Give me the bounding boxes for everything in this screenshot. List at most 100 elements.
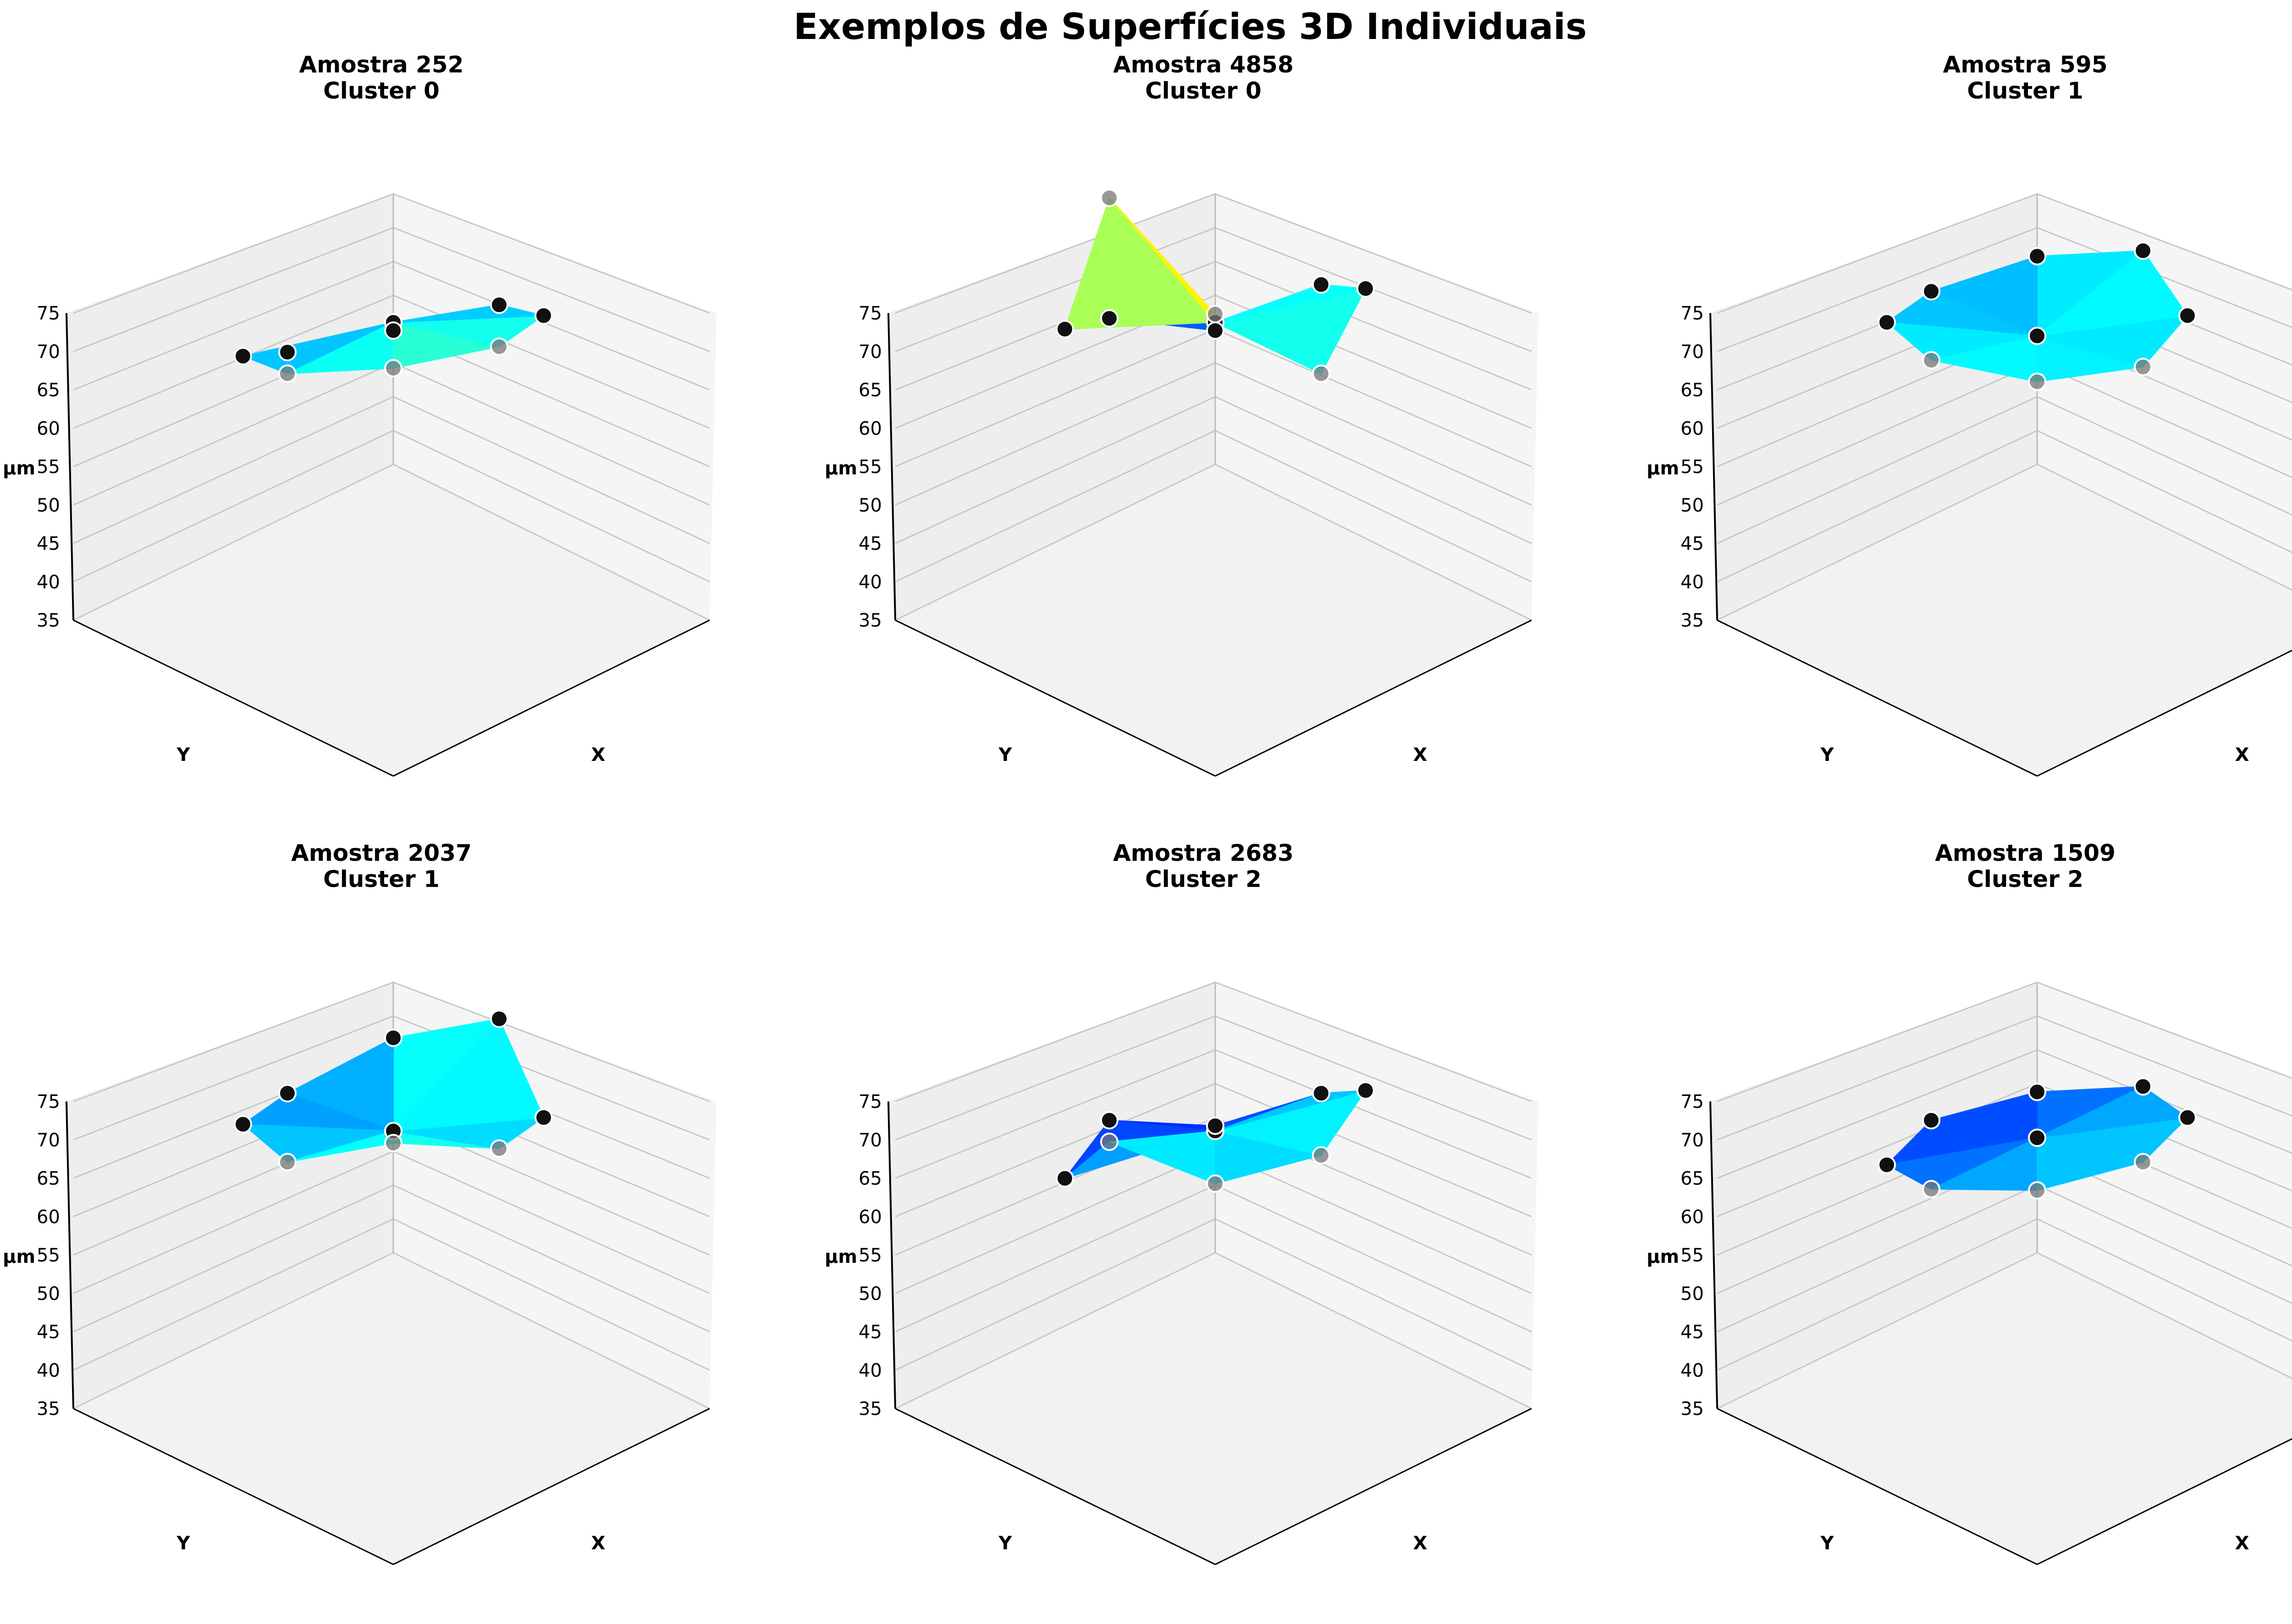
z-tick-label: 60 [37,418,60,439]
sample-point [534,306,553,325]
z-tick-label: 40 [859,572,882,593]
z-tick-label: 70 [1680,341,1704,363]
sample-point [233,347,252,365]
surface-facet [1215,1090,1366,1132]
z-axis-label: µm [825,1246,857,1267]
y-axis-label: Y [176,1533,191,1554]
z-axis-label: µm [3,1246,35,1267]
x-axis-line [393,1408,710,1565]
sample-point [2028,326,2046,345]
x-axis-line [2037,650,2292,777]
panel-title: Amostra 4858 [1113,51,1294,78]
z-axis-label: µm [1647,458,1679,479]
panel-title: Amostra 595 [1943,51,2108,78]
x-axis-label: X [1413,1533,1427,1554]
z-axis-line [1709,313,1718,621]
z-tick-label: 40 [37,572,60,593]
sample-point [2134,358,2152,376]
surface-facet [393,1018,545,1132]
panel-subtitle: Cluster 1 [323,866,440,892]
sample-point [1922,282,1940,301]
z-tick-label: 50 [37,495,60,516]
z-axis-label: µm [1647,1246,1679,1267]
z-tick-label: 35 [1680,610,1704,631]
x-axis-line [2037,1438,2292,1565]
sample-point [2028,1129,2046,1147]
z-tick-label: 35 [37,1398,60,1420]
x-axis-line [393,619,710,777]
z-tick-label: 55 [1680,1245,1704,1266]
surface [1064,1090,1366,1184]
sample-point [2178,1108,2197,1127]
z-tick-label: 40 [1680,572,1704,593]
z-tick-label: 35 [1680,1398,1704,1420]
z-tick-label: 35 [859,1398,882,1420]
right-pane [2037,982,2292,1378]
surface [1886,250,2188,382]
z-tick-label: 40 [1680,1360,1704,1381]
sample-point [1206,1116,1224,1135]
panel-subtitle: Cluster 1 [1967,77,2083,104]
sample-point [1206,305,1224,324]
panel-title: Amostra 2683 [1113,840,1294,866]
z-tick-label: 55 [859,1245,882,1266]
floor-pane [1717,464,2292,776]
sample-point [384,1029,402,1047]
z-axis-line [887,1101,896,1409]
z-tick-label: 60 [1680,418,1704,439]
sample-point [278,1084,297,1102]
sample-point [1312,1146,1330,1165]
left-pane [888,982,1215,1409]
z-tick-label: 75 [1680,1091,1704,1112]
sample-point [1922,1180,1940,1199]
panel-subtitle: Cluster 0 [323,77,440,104]
z-tick-label: 50 [859,1283,882,1305]
panel-title: Amostra 1509 [1935,840,2116,866]
z-tick-label: 75 [37,1091,60,1112]
z-tick-label: 70 [859,341,882,363]
sample-point [1100,188,1118,207]
z-tick-label: 75 [37,303,60,324]
surface [1886,1086,2188,1191]
y-axis-label: Y [998,1533,1013,1554]
z-tick-label: 75 [859,1091,882,1112]
z-tick-label: 75 [859,303,882,324]
z-tick-label: 65 [37,380,60,401]
sample-point [384,321,402,340]
z-tick-label: 55 [37,1245,60,1266]
z-tick-label: 45 [1680,534,1704,555]
z-tick-label: 70 [1680,1130,1704,1151]
right-pane [1215,982,1538,1409]
sample-point [1356,1081,1375,1100]
sample-point [1877,313,1896,332]
z-tick-label: 65 [859,380,882,401]
y-axis-line [895,1408,1216,1565]
sample-point [490,1009,508,1028]
z-tick-label: 45 [37,1322,60,1343]
z-tick-label: 60 [37,1206,60,1228]
right-pane [393,194,716,620]
z-tick-label: 50 [1680,1283,1704,1305]
sample-point [2028,1083,2046,1101]
x-axis-label: X [1413,744,1427,765]
z-axis-label: µm [825,458,857,479]
z-tick-label: 60 [1680,1206,1704,1228]
sample-point [1922,351,1940,369]
sample-point [233,1115,252,1134]
z-axis-line [66,1101,74,1409]
sample-point [1312,1084,1330,1102]
figure-title: Exemplos de Superfícies 3D Individuais [793,6,1587,48]
z-tick-label: 65 [859,1168,882,1189]
y-axis-line [73,1408,394,1565]
z-tick-label: 70 [37,341,60,363]
sample-point [490,1139,508,1158]
y-axis-label: Y [1820,744,1835,765]
z-axis-line [1709,1101,1718,1409]
sample-point [1922,1111,1940,1129]
sample-point [278,343,297,362]
sample-point [490,337,508,356]
